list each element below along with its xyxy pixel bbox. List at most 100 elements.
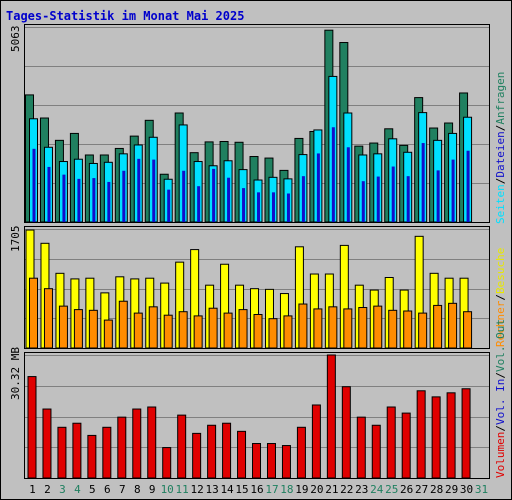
volumen-bar [341,386,351,479]
legend-dateien: Dateien [494,131,507,177]
x-tick-label: 1 [29,483,36,496]
x-tick-label: 13 [205,483,218,496]
seiten-bar [212,168,216,222]
seiten-bar [32,148,36,222]
volumen-bar [132,408,142,479]
rechner-bar [403,310,413,349]
seiten-bar [242,188,246,222]
volumen-bar [42,408,52,479]
x-tick-label: 21 [325,483,338,496]
x-tick-label: 25 [385,483,398,496]
legend-sep-1: / [494,178,507,185]
x-tick-label: 17 [265,483,278,496]
x-tick-label: 6 [104,483,111,496]
legend-vol-out: Vol. Out [494,319,507,372]
rechner-bar [118,300,128,349]
right-legend-middle: Rechner/Besuche [494,248,507,347]
seiten-bar [47,166,51,222]
x-tick-label: 29 [445,483,458,496]
seiten-bar [257,192,261,222]
legend-sep-2: / [494,125,507,132]
seiten-bar [92,178,96,222]
rechner-bar [238,309,248,349]
seiten-bar [391,166,395,222]
right-legend-top: Seiten/Dateien/Anfragen [494,72,507,224]
seiten-bar [286,193,290,222]
seiten-bar [421,143,425,222]
rechner-bar [133,312,143,349]
x-axis-labels: 1 2 3 4 5 6 7 8 9 10 11 12 13 14 15 16 17 18 19 20 21 22 23 24 2… [29,483,488,496]
seiten-bar [331,127,335,222]
rechner-bar [223,312,233,349]
rechner-bar [253,313,263,349]
legend-rechner: Rechner [494,300,507,347]
rechner-bar [163,314,173,349]
volumen-bar [87,434,97,479]
volumen-bar [252,443,262,479]
seiten-bar [436,170,440,222]
volumen-bar [177,414,187,479]
rechner-bar [433,304,443,349]
x-tick-label: 27 [415,483,428,496]
volumen-bar [326,354,336,479]
volumen-bar [162,447,172,479]
x-tick-label: 16 [250,483,263,496]
rechner-bar [463,311,473,349]
seiten-bar [466,150,470,222]
volumen-bar [311,404,321,479]
x-tick-label: 12 [191,483,204,496]
volumen-bar [222,422,232,479]
seiten-bar [361,181,365,222]
x-tick-label: 20 [310,483,323,496]
volumen-bar [27,376,37,479]
volumen-bar [446,392,456,479]
volumen-bar [147,406,157,479]
x-tick-label: 5 [89,483,96,496]
right-legend-bottom: Volumen/Vol. In/Vol. Out [494,319,507,478]
x-tick-label: 9 [149,483,156,496]
seiten-bar [137,158,141,222]
rechner-bar [73,309,83,349]
x-tick-label: 7 [119,483,126,496]
volumen-bar [57,426,67,479]
rechner-bar [418,312,428,349]
seiten-bar [167,189,171,222]
top-max-label: 5063 [9,26,22,53]
x-tick-label: 8 [134,483,141,496]
volumen-bar [266,443,276,479]
seiten-bar [122,170,126,222]
x-tick-label: 10 [161,483,174,496]
volumen-bar [416,390,426,479]
volumen-bar [207,424,217,479]
x-tick-label: 18 [280,483,293,496]
x-tick-label: 26 [400,483,413,496]
chart-title: Tages-Statistik im Monat Mai 2025 [6,9,244,23]
volumen-bar [356,416,366,479]
seiten-bar [271,192,275,222]
volumen-bar [371,424,381,479]
seiten-bar [152,159,156,222]
x-tick-label: 4 [74,483,81,496]
rechner-bar [448,302,458,349]
rechner-bar [178,311,188,349]
rechner-bar [148,306,158,349]
seiten-bar [406,176,410,222]
rechner-bar [208,307,218,349]
seiten-bar [197,186,201,222]
volumen-bar [296,426,306,479]
seiten-bar [227,177,231,222]
rechner-bar [103,319,113,349]
rechner-bar [298,303,308,349]
seiten-bar [182,170,186,222]
seiten-bar [451,159,455,222]
x-tick-label: 3 [59,483,66,496]
volumen-bar [192,432,202,479]
x-tick-label: 19 [295,483,308,496]
rechner-bar [313,308,323,349]
middle-max-label: 1705 [9,226,22,253]
volumen-bar [117,416,127,479]
bars [25,29,473,479]
x-tick-label: 28 [430,483,443,496]
